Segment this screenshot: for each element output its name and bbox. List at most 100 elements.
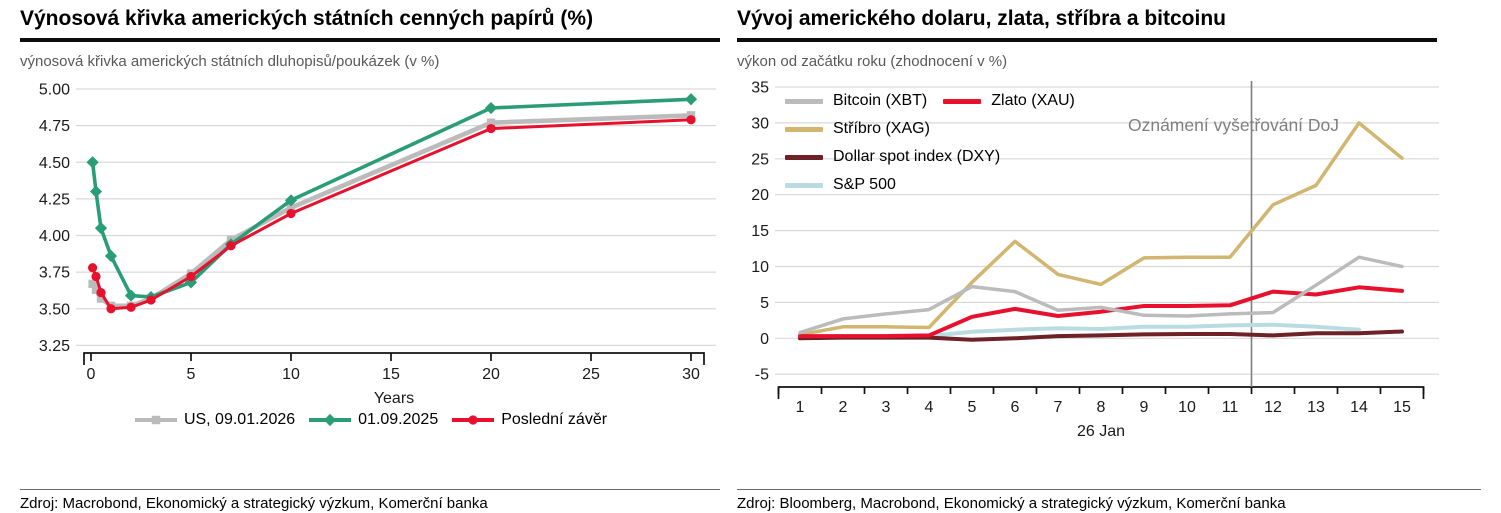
svg-text:10: 10	[751, 259, 769, 276]
legend-swatch-icon	[785, 182, 823, 188]
svg-text:4: 4	[925, 399, 934, 416]
series-line-2	[798, 121, 1404, 337]
legend-swatch-icon	[452, 415, 495, 425]
svg-text:15: 15	[382, 366, 400, 383]
legend-item-2: Stříbro (XAG)	[785, 120, 930, 138]
legend-row: Bitcoin (XBT) Zlato (XAU)	[785, 87, 1075, 115]
legend-label: Zlato (XAU)	[991, 92, 1075, 109]
svg-text:5: 5	[187, 366, 196, 383]
legend-label: Stříbro (XAG)	[833, 120, 930, 137]
title-rule	[20, 38, 720, 42]
yield-curve-legend: US, 09.01.2026 01.09.2025 Poslední závěr	[20, 411, 720, 429]
legend-item-2: Poslední závěr	[450, 411, 607, 429]
svg-text:8: 8	[1097, 399, 1106, 416]
svg-text:7: 7	[1054, 399, 1063, 416]
legend-label: Poslední závěr	[501, 411, 608, 428]
legend-label: 01.09.2025	[358, 411, 439, 428]
series-line-2	[91, 118, 693, 311]
series	[86, 93, 698, 314]
series-markers-2	[88, 115, 696, 314]
legend-row: Dollar spot index (DXY)	[785, 143, 1075, 171]
svg-text:6: 6	[1011, 399, 1020, 416]
svg-text:0: 0	[87, 366, 96, 383]
svg-text:4.25: 4.25	[39, 191, 70, 208]
legend-label: US, 09.01.2026	[183, 411, 296, 428]
svg-text:14: 14	[1350, 399, 1368, 416]
svg-text:15: 15	[751, 223, 769, 240]
svg-text:2: 2	[839, 399, 848, 416]
svg-text:1: 1	[796, 399, 805, 416]
svg-text:0: 0	[760, 331, 769, 348]
legend-label: S&P 500	[833, 176, 896, 193]
legend-row: Stříbro (XAG)	[785, 115, 1075, 143]
legend-swatch-icon	[134, 415, 177, 425]
panel-yield-curve: Výnosová křivka amerických státních cenn…	[20, 6, 720, 513]
svg-text:25: 25	[582, 366, 600, 383]
annotation-label: Oznámení vyšetřování DoJ	[1128, 115, 1339, 135]
footer: Zdroj: Macrobond, Ekonomický a strategic…	[20, 489, 720, 513]
svg-text:3.50: 3.50	[39, 301, 70, 318]
source-note: Zdroj: Bloomberg, Macrobond, Ekonomický …	[737, 495, 1286, 512]
page-title: Vývoj amerického dolaru, zlata, stříbra …	[737, 7, 1226, 30]
legend-item-0: US, 09.01.2026	[133, 411, 295, 429]
svg-text:5.00: 5.00	[39, 82, 70, 99]
legend-swatch-icon	[943, 98, 982, 104]
x-axis: 0 5 10 15 20 25 30 Years	[83, 352, 705, 407]
svg-text:4.00: 4.00	[39, 228, 70, 245]
svg-text:10: 10	[282, 366, 300, 383]
series-line-1	[90, 97, 693, 299]
gridlines: 5.00 4.75 4.50 4.25 4.00 3.75 3.50 3.25	[39, 82, 716, 355]
legend-item-1: Zlato (XAU)	[943, 92, 1075, 110]
svg-text:20: 20	[482, 366, 500, 383]
chart-subtitle: výnosová křivka amerických státních dluh…	[20, 53, 440, 70]
svg-text:11: 11	[1222, 399, 1239, 416]
panel-markets: Vývoj amerického dolaru, zlata, stříbra …	[737, 6, 1481, 513]
footer: Zdroj: Bloomberg, Macrobond, Ekonomický …	[737, 489, 1481, 513]
svg-text:30: 30	[751, 115, 769, 132]
legend-swatch-icon	[785, 154, 823, 160]
svg-text:30: 30	[682, 366, 700, 383]
yield-curve-chart-area: 5.00 4.75 4.50 4.25 4.00 3.75 3.50 3.25 0 5 10 15 20…	[20, 75, 720, 429]
legend-row: S&P 500	[785, 171, 1075, 199]
legend-swatch-icon	[785, 126, 823, 132]
yield-curve-chart: 5.00 4.75 4.50 4.25 4.00 3.75 3.50 3.25 0 5 10 15 20…	[39, 82, 716, 407]
svg-text:35: 35	[751, 80, 769, 97]
series-line-0	[90, 113, 694, 309]
svg-text:5: 5	[760, 295, 769, 312]
svg-text:15: 15	[1393, 399, 1411, 416]
chart-subtitle: výkon od začátku roku (zhodnocení v %)	[737, 53, 1008, 70]
legend-swatch-icon	[309, 413, 352, 427]
svg-text:4.75: 4.75	[39, 118, 70, 135]
legend-item-4: S&P 500	[785, 176, 896, 194]
legend-item-3: Dollar spot index (DXY)	[785, 148, 1000, 166]
svg-text:20: 20	[751, 187, 769, 204]
x-axis-title: Years	[374, 390, 414, 407]
markets-legend: Bitcoin (XBT) Zlato (XAU) Stříbro (XAG) Dol…	[785, 87, 1075, 199]
x-axis-title: 26 Jan	[1077, 423, 1125, 440]
title-rule	[737, 38, 1437, 42]
svg-text:3: 3	[882, 399, 891, 416]
legend-label: Bitcoin (XBT)	[833, 92, 928, 109]
svg-text:4.50: 4.50	[39, 155, 70, 172]
annotation: Oznámení vyšetřování DoJ	[1128, 81, 1339, 387]
svg-text:-5: -5	[755, 367, 769, 384]
legend-label: Dollar spot index (DXY)	[833, 148, 1001, 165]
svg-text:9: 9	[1140, 399, 1149, 416]
svg-text:3.25: 3.25	[39, 338, 70, 355]
svg-text:10: 10	[1178, 399, 1196, 416]
markets-chart-area: 35 30 25 20 15 10 5 0 -5 1 2 3 4 5 6 7 8 9 10 11 12 13 14 15 26 …	[737, 75, 1481, 443]
series-line-0	[798, 255, 1404, 335]
svg-text:12: 12	[1264, 399, 1282, 416]
svg-text:25: 25	[751, 151, 769, 168]
svg-text:3.75: 3.75	[39, 265, 70, 282]
page-title: Výnosová křivka amerických státních cenn…	[20, 7, 594, 30]
legend-swatch-icon	[785, 98, 823, 104]
svg-text:5: 5	[968, 399, 977, 416]
source-note: Zdroj: Macrobond, Ekonomický a strategic…	[20, 495, 488, 512]
legend-item-1: 01.09.2025	[307, 411, 438, 429]
series	[798, 121, 1404, 342]
svg-text:13: 13	[1307, 399, 1325, 416]
